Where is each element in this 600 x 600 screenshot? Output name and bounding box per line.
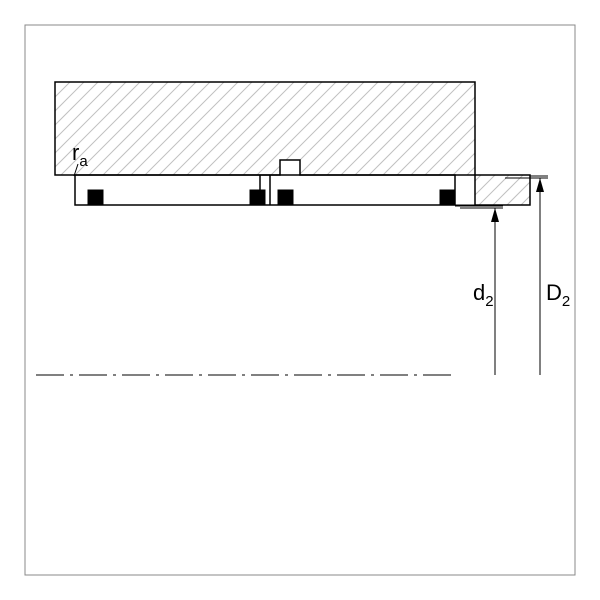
dim-D2 (505, 178, 548, 375)
label-ra: ra (72, 140, 88, 170)
label-D2: D2 (546, 280, 570, 310)
seal-3 (440, 190, 455, 205)
housing-hatch (0, 0, 600, 255)
label-d2: d2 (473, 280, 494, 310)
seal-0 (88, 190, 103, 205)
housing-outline (55, 82, 475, 175)
seal-1 (250, 190, 265, 205)
seal-2 (278, 190, 293, 205)
